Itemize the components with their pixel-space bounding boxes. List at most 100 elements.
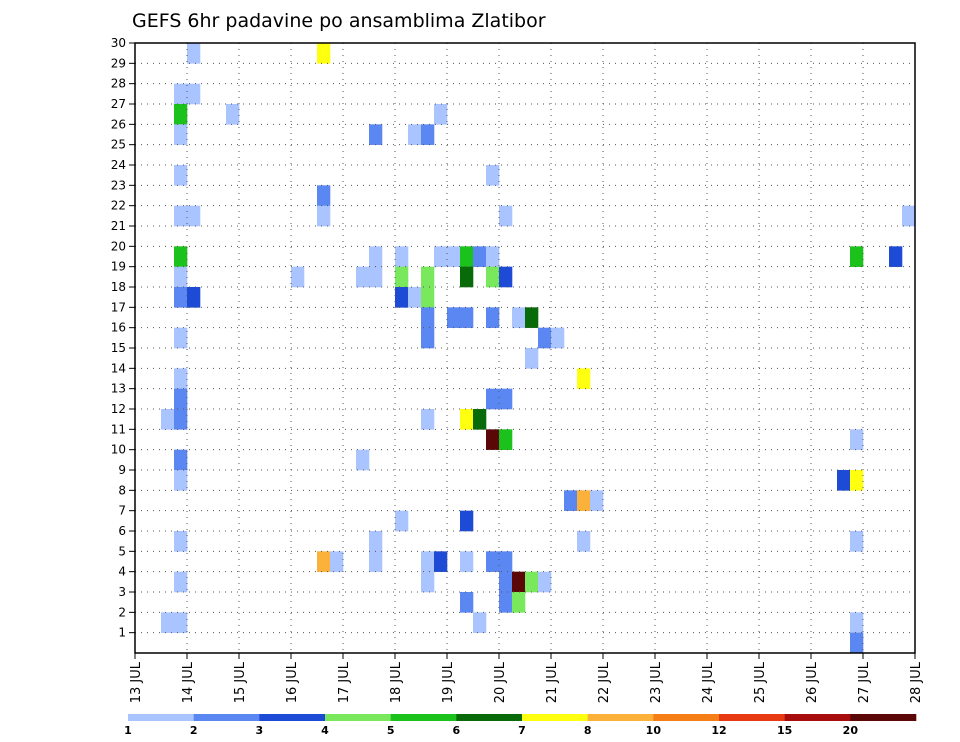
y-tick-label: 18 [111, 280, 126, 294]
heatmap-cell [174, 104, 188, 125]
legend-label: 5 [387, 724, 395, 737]
heatmap-cell [525, 348, 539, 369]
heatmap-cell [512, 592, 526, 613]
heatmap-cell [473, 612, 487, 633]
legend-label: 8 [584, 724, 592, 737]
heatmap-cell [551, 327, 565, 349]
heatmap-cell [473, 246, 487, 267]
heatmap-cell [187, 287, 201, 308]
y-tick-label: 14 [111, 361, 126, 375]
heatmap-cell [408, 124, 422, 145]
x-tick-label: 15 JUL [233, 661, 248, 703]
y-tick-label: 24 [111, 158, 126, 172]
heatmap-cell [421, 287, 435, 308]
heatmap-cell [421, 571, 435, 593]
y-tick-label: 6 [118, 524, 126, 538]
heatmap-cell [174, 165, 188, 186]
legend-label: 7 [518, 724, 526, 737]
heatmap-cell [499, 551, 513, 572]
heatmap-cell [317, 551, 331, 572]
heatmap-cell [850, 531, 864, 552]
heatmap-cell [317, 205, 331, 227]
heatmap-cell [174, 83, 188, 105]
heatmap-cell [499, 592, 513, 613]
legend-label: 1 [124, 724, 132, 737]
heatmap-cell [473, 409, 487, 430]
heatmap-cell [837, 470, 851, 491]
legend-swatch [850, 714, 917, 721]
heatmap-cell [421, 327, 435, 349]
y-tick-label: 22 [111, 199, 126, 213]
heatmap-cell [460, 246, 474, 267]
legend-label: 12 [711, 724, 726, 737]
y-tick-label: 1 [118, 626, 126, 640]
y-tick-label: 13 [111, 382, 126, 396]
legend-label: 6 [453, 724, 461, 737]
y-tick-label: 27 [111, 97, 126, 111]
heatmap-cell [564, 490, 578, 511]
heatmap-cell [434, 551, 448, 572]
heatmap-cell [850, 246, 864, 267]
y-tick-label: 21 [111, 219, 126, 233]
heatmap-cell [174, 388, 188, 410]
heatmap-cell [226, 104, 240, 125]
legend-swatch [325, 714, 391, 721]
legend-swatch [784, 714, 851, 721]
heatmap-cell [174, 327, 188, 349]
legend-swatch [719, 714, 785, 721]
heatmap-cell [460, 409, 474, 430]
color-legend: 1 2 3 4 5 6 7 8 10 12 15 20 [124, 714, 917, 737]
heatmap-cell [447, 246, 461, 267]
legend-label: 10 [646, 724, 662, 737]
x-tick-label: 23 JUL [649, 661, 664, 703]
heatmap-cell [486, 551, 500, 572]
y-tick-label: 28 [111, 77, 126, 91]
heatmap-cell [421, 124, 435, 145]
heatmap-cell [434, 246, 448, 267]
y-tick-label: 11 [111, 422, 126, 436]
legend-swatch [522, 714, 588, 721]
heatmap-cell [369, 246, 383, 267]
x-tick-label: 26 JUL [805, 661, 820, 703]
heatmap-cell [421, 307, 435, 328]
heatmap-cell [512, 571, 526, 593]
heatmap-cells [161, 43, 916, 654]
heatmap-cell [889, 246, 903, 267]
heatmap-cell [408, 287, 422, 308]
heatmap-cell [174, 368, 188, 389]
y-tick-label: 17 [111, 300, 126, 314]
heatmap-cell [187, 83, 201, 105]
legend-swatch [653, 714, 720, 721]
x-tick-label: 18 JUL [389, 661, 404, 703]
y-tick-label: 29 [111, 56, 126, 70]
heatmap-cell [174, 571, 188, 593]
heatmap-cell [174, 287, 188, 308]
heatmap-cell [187, 205, 201, 227]
heatmap-cell [395, 266, 409, 288]
heatmap-cell [460, 592, 474, 613]
heatmap-cell [486, 165, 500, 186]
heatmap-cell [460, 307, 474, 328]
x-tick-label: 13 JUL [129, 661, 144, 703]
heatmap-cell [369, 531, 383, 552]
y-tick-label: 9 [118, 463, 126, 477]
heatmap-cell [577, 531, 591, 552]
heatmap-cell [174, 612, 188, 633]
heatmap-cell [499, 571, 513, 593]
heatmap-cell [421, 266, 435, 288]
heatmap-cell [395, 287, 409, 308]
heatmap-cell [174, 124, 188, 145]
heatmap-cell [850, 429, 864, 450]
heatmap-cell [902, 205, 916, 227]
heatmap-cell [512, 307, 526, 328]
heatmap-cell [317, 43, 331, 64]
heatmap-cell [187, 43, 201, 64]
heatmap-cell [460, 551, 474, 572]
heatmap-cell [421, 409, 435, 430]
heatmap-cell [369, 124, 383, 145]
heatmap-cell [499, 388, 513, 410]
x-tick-label: 22 JUL [597, 661, 612, 703]
heatmap-cell [161, 612, 175, 633]
heatmap-cell [291, 266, 305, 288]
heatmap-cell [174, 449, 188, 471]
